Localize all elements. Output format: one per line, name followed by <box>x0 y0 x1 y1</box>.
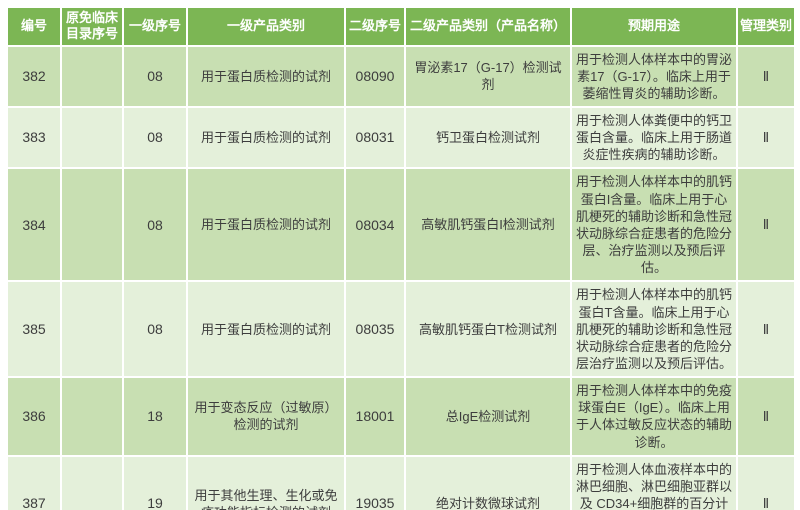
table-cell: 用于检测人体样本中的肌钙蛋白I含量。临床上用于心肌梗死的辅助诊断和急性冠状动脉综… <box>572 169 736 281</box>
table-cell: 用于蛋白质检测的试剂 <box>188 282 344 377</box>
table-cell: Ⅱ <box>738 282 794 377</box>
table-cell: Ⅱ <box>738 378 794 455</box>
table-cell: Ⅱ <box>738 46 794 106</box>
table-cell: 384 <box>8 169 60 281</box>
column-header-level1-category: 一级产品类别 <box>188 8 344 45</box>
table-cell: 用于检测人体样本中的肌钙蛋白T含量。临床上用于心肌梗死的辅助诊断和急性冠状动脉综… <box>572 282 736 377</box>
table-cell: 总IgE检测试剂 <box>406 378 570 455</box>
table-cell: 08034 <box>346 169 404 281</box>
column-header-original-catalog: 原免临床目录序号 <box>62 8 122 45</box>
table-cell <box>62 46 122 106</box>
table-cell <box>62 169 122 281</box>
table-cell: 用于检测人体血液样本中的淋巴细胞、淋巴细胞亚群以及 CD34+细胞群的百分计数及… <box>572 456 736 510</box>
table-cell: 胃泌素17（G-17）检测试剂 <box>406 46 570 106</box>
table-cell: 386 <box>8 378 60 455</box>
table-cell <box>62 456 122 510</box>
table-cell: 08 <box>124 169 186 281</box>
table-cell: 用于检测人体样本中的胃泌素17（G-17）。临床上用于萎缩性胃炎的辅助诊断。 <box>572 46 736 106</box>
table-cell: 绝对计数微球试剂 <box>406 456 570 510</box>
table-cell: 08031 <box>346 107 404 168</box>
table-cell: 19035 <box>346 456 404 510</box>
table-cell: 08 <box>124 46 186 106</box>
table-row: 387 19用于其他生理、生化或免疫功能指标检测的试剂19035绝对计数微球试剂用… <box>8 456 794 510</box>
column-header-number: 编号 <box>8 8 60 45</box>
table-cell: 用于蛋白质检测的试剂 <box>188 169 344 281</box>
table-cell: 08035 <box>346 282 404 377</box>
table-row: 384 08 用于蛋白质检测的试剂 08034 高敏肌钙蛋白I检测试剂 用于检测人体样本中… <box>8 169 794 281</box>
table-cell: 用于蛋白质检测的试剂 <box>188 107 344 168</box>
table-cell: 用于变态反应（过敏原）检测的试剂 <box>188 378 344 455</box>
table-cell: 高敏肌钙蛋白I检测试剂 <box>406 169 570 281</box>
column-header-management-class: 管理类别 <box>738 8 794 45</box>
table-cell: Ⅱ <box>738 456 794 510</box>
table-cell: 387 <box>8 456 60 510</box>
product-catalog-table: 编号 原免临床目录序号 一级序号 一级产品类别 二级序号 二级产品类别（产品名称… <box>6 6 796 510</box>
table-cell: 钙卫蛋白检测试剂 <box>406 107 570 168</box>
table-cell: 用于检测人体样本中的免疫球蛋白E（IgE）。临床上用于人体过敏反应状态的辅助诊断… <box>572 378 736 455</box>
table-cell: 08 <box>124 107 186 168</box>
column-header-level2-no: 二级序号 <box>346 8 404 45</box>
table-cell: 382 <box>8 46 60 106</box>
column-header-intended-use: 预期用途 <box>572 8 736 45</box>
table-row: 383 08 用于蛋白质检测的试剂 08031 钙卫蛋白检测试剂 用于检测人体粪便中的钙卫… <box>8 107 794 168</box>
column-header-level1-no: 一级序号 <box>124 8 186 45</box>
column-header-level2-category: 二级产品类别（产品名称） <box>406 8 570 45</box>
table-cell: 19 <box>124 456 186 510</box>
table-cell: 18 <box>124 378 186 455</box>
table-cell: 08090 <box>346 46 404 106</box>
table-cell: 08 <box>124 282 186 377</box>
table-cell: 385 <box>8 282 60 377</box>
table-cell: 用于蛋白质检测的试剂 <box>188 46 344 106</box>
table-cell <box>62 378 122 455</box>
table-row: 385 08 用于蛋白质检测的试剂 08035 高敏肌钙蛋白T检测试剂 用于检测人体样本中… <box>8 282 794 377</box>
table-cell: 18001 <box>346 378 404 455</box>
table-cell: 用于检测人体粪便中的钙卫蛋白含量。临床上用于肠道炎症性疾病的辅助诊断。 <box>572 107 736 168</box>
table-row: 382 08 用于蛋白质检测的试剂 08090 胃泌素17（G-17）检测试剂 用于检测人… <box>8 46 794 106</box>
table-cell <box>62 282 122 377</box>
table-cell: 用于其他生理、生化或免疫功能指标检测的试剂 <box>188 456 344 510</box>
table-cell: Ⅱ <box>738 107 794 168</box>
table-cell <box>62 107 122 168</box>
table-header-row: 编号 原免临床目录序号 一级序号 一级产品类别 二级序号 二级产品类别（产品名称… <box>8 8 794 45</box>
table-cell: 383 <box>8 107 60 168</box>
table-row: 386 18 用于变态反应（过敏原）检测的试剂 18001 总IgE检测试剂 用于检测人体… <box>8 378 794 455</box>
table-cell: Ⅱ <box>738 169 794 281</box>
table-cell: 高敏肌钙蛋白T检测试剂 <box>406 282 570 377</box>
